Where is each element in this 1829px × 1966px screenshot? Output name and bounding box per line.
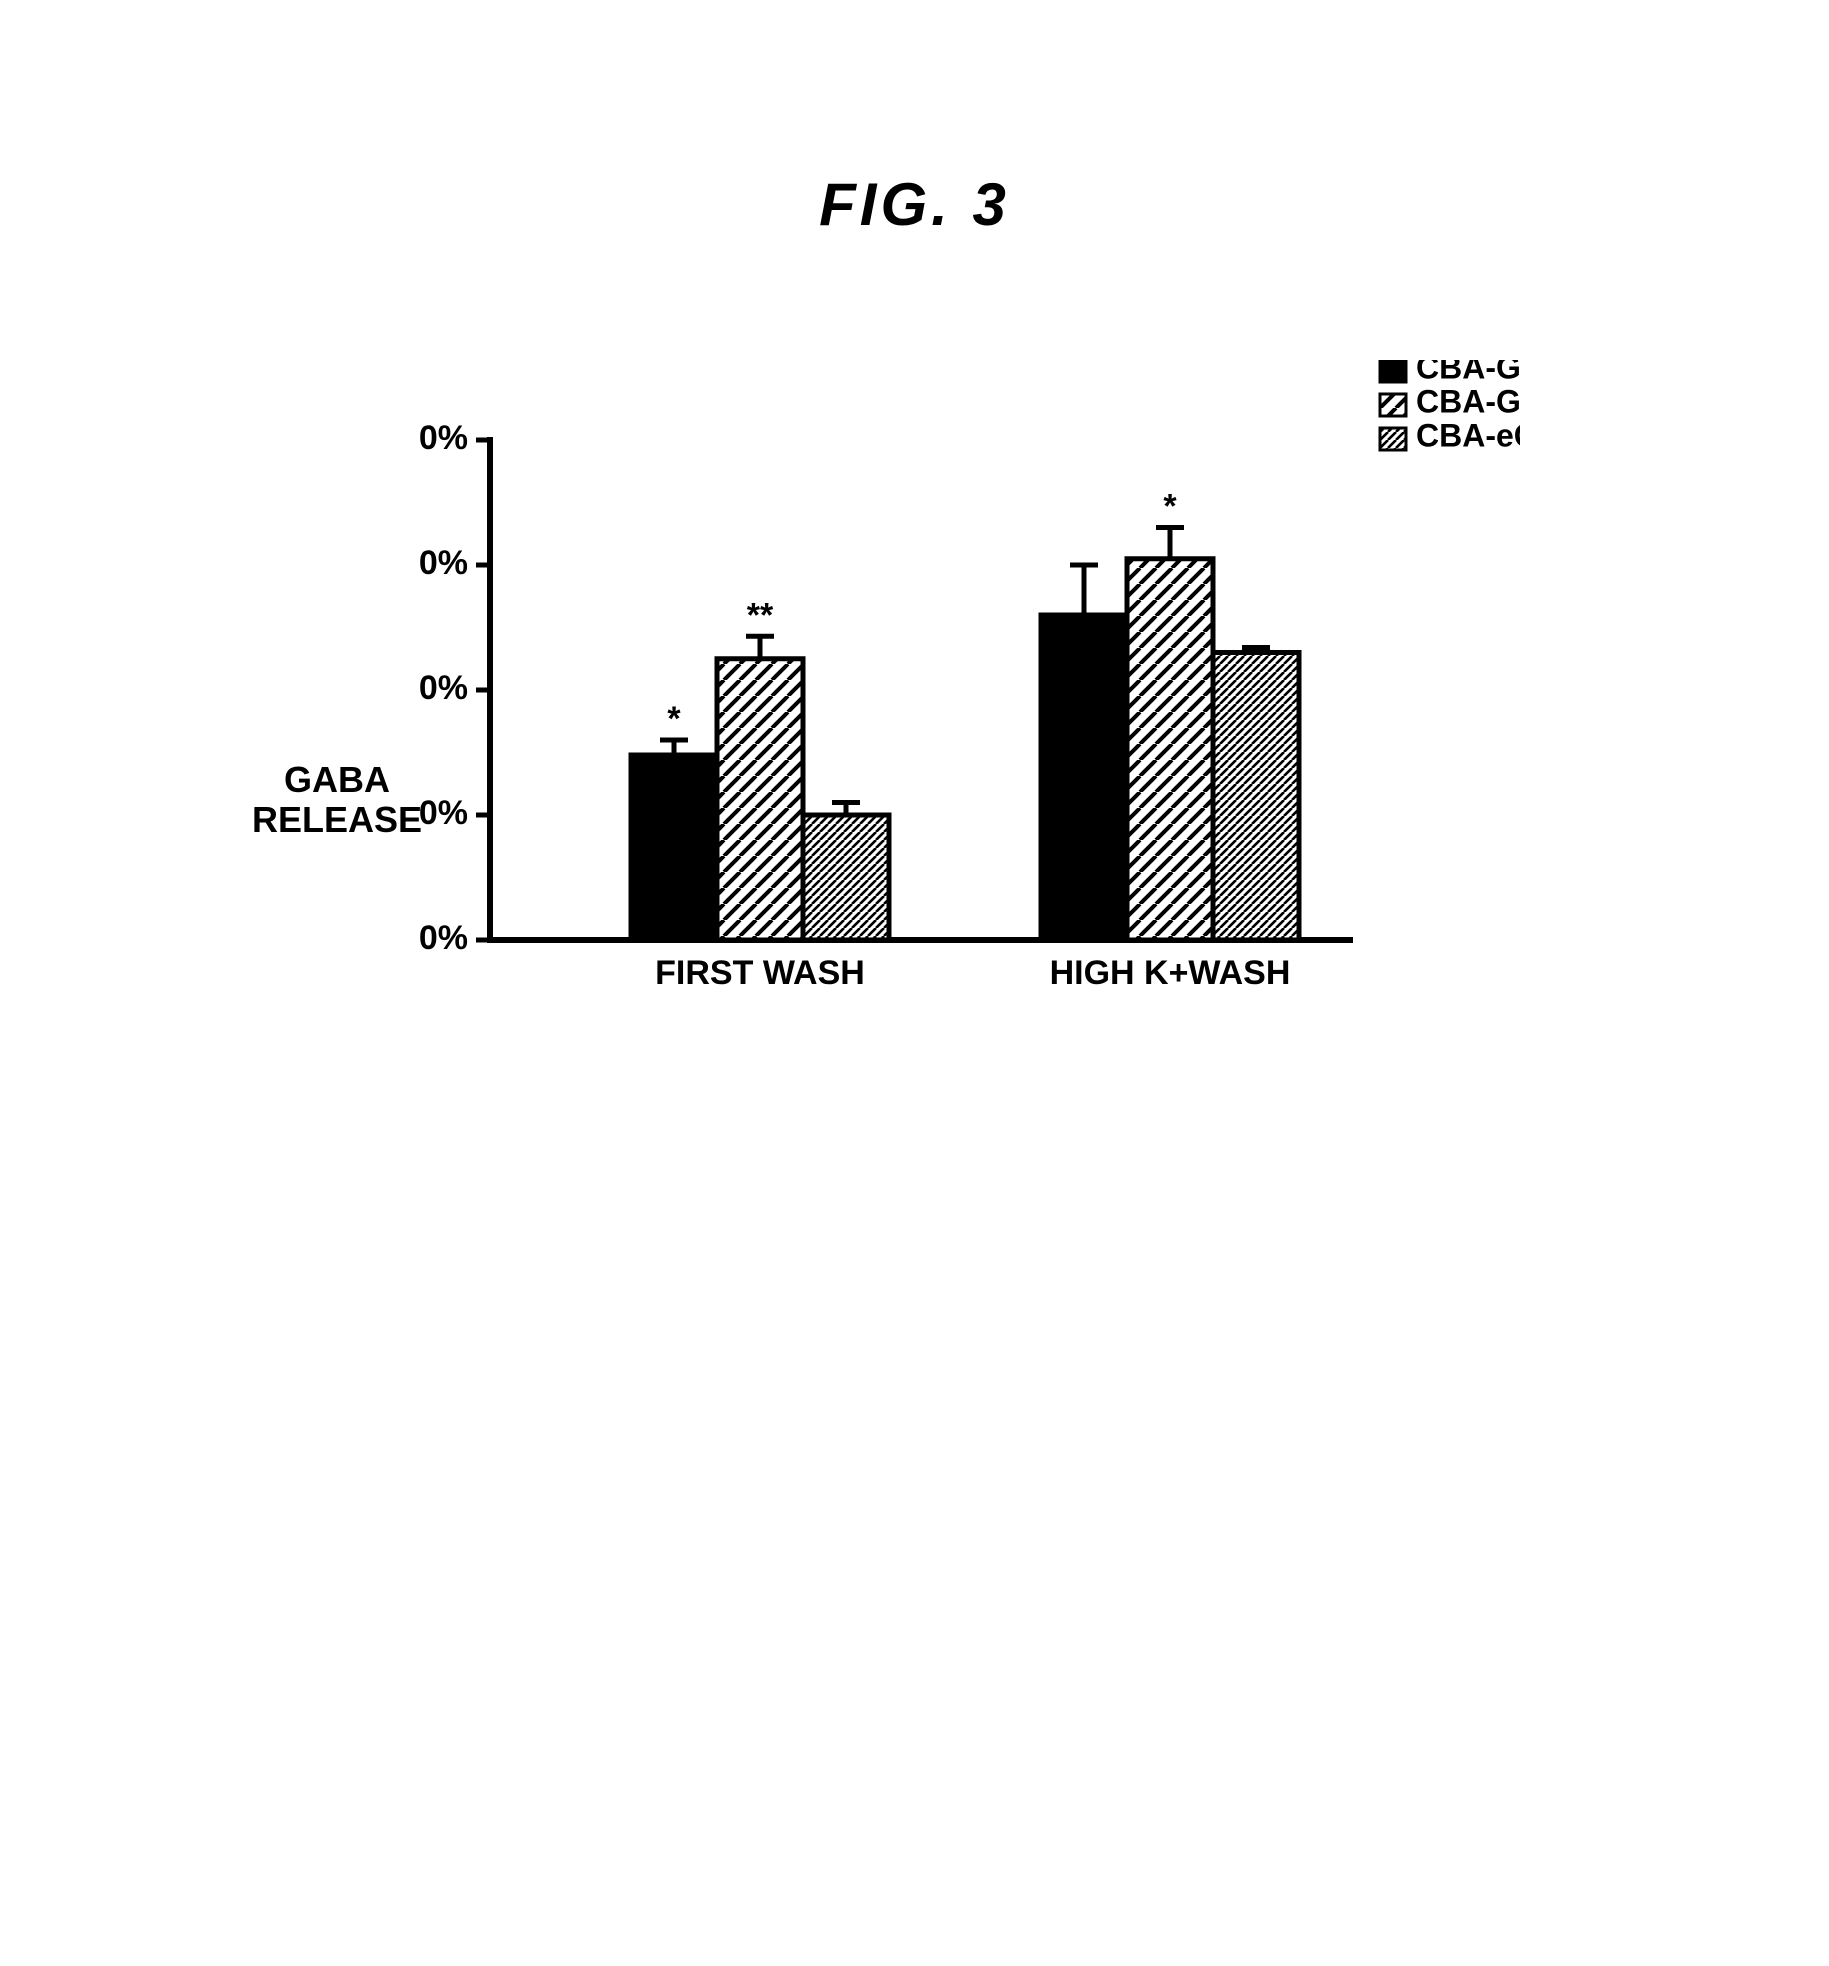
y-tick-label: 400% [420, 419, 468, 457]
bar-chart: 0% 100% 200% 300% 400% FIRST WASH HIGH K+WASH *… [420, 360, 1520, 1080]
y-tick-label: 0% [420, 919, 468, 957]
bar [1041, 615, 1127, 940]
legend-label: CBA-GAD65 [1416, 360, 1520, 386]
significance-marker: * [667, 700, 681, 738]
page: FIG. 3 GABA RELEASE 0% 100% 200% 300% 400% FI… [0, 0, 1829, 1966]
y-tick-label: 300% [420, 544, 468, 582]
bar [1213, 653, 1299, 941]
legend-swatch [1380, 394, 1406, 416]
significance-marker: * [1163, 488, 1177, 526]
x-group-label: HIGH K+WASH [1050, 954, 1291, 992]
legend-swatch [1380, 360, 1406, 382]
x-group-label: FIRST WASH [655, 954, 865, 992]
bar [1127, 559, 1213, 940]
bar [717, 659, 803, 940]
legend-label: CBA-GAD67 [1416, 384, 1520, 420]
significance-marker: ** [747, 596, 774, 634]
bar [631, 755, 717, 940]
y-tick-label: 100% [420, 794, 468, 832]
figure-title: FIG. 3 [0, 170, 1829, 239]
y-tick-label: 200% [420, 669, 468, 707]
legend-swatch [1380, 428, 1406, 450]
legend-label: CBA-eGFP [1416, 418, 1520, 454]
y-axis-label: GABA RELEASE [252, 760, 422, 839]
bar [803, 815, 889, 940]
